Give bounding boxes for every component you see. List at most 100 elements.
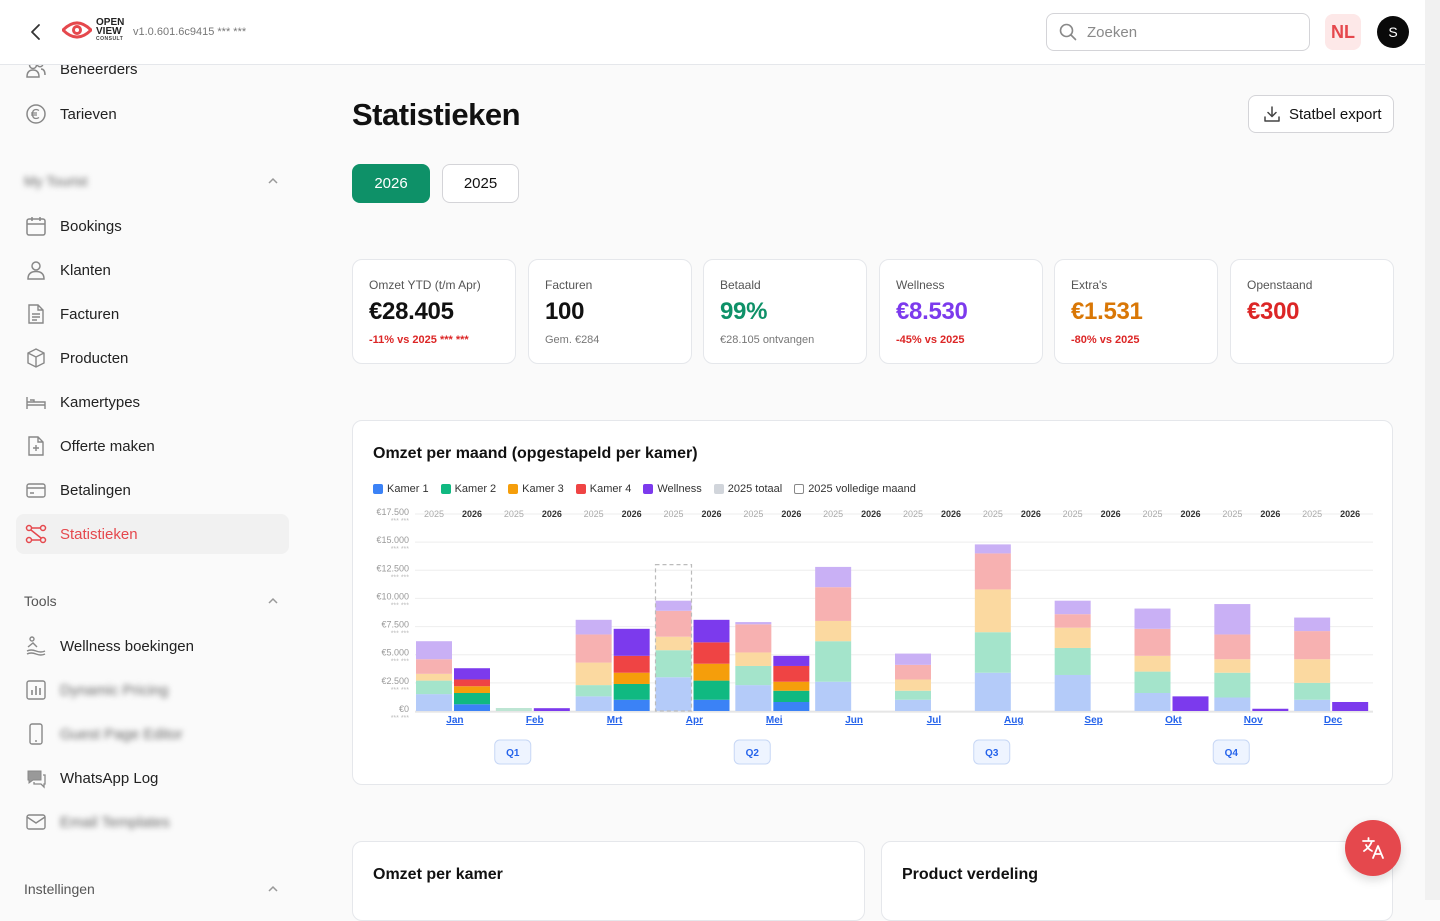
kpi-card: Openstaand €300: [1230, 259, 1394, 364]
bar-2025-segment: [655, 600, 692, 611]
language-selector[interactable]: NL: [1325, 14, 1361, 50]
month-label[interactable]: Sep: [1084, 715, 1102, 726]
year-tab-2025[interactable]: 2025: [442, 164, 519, 203]
month-label[interactable]: Jun: [845, 715, 863, 726]
legend-item[interactable]: Kamer 4: [575, 483, 631, 495]
bar-2025-segment: [1294, 659, 1331, 683]
back-button[interactable]: [24, 20, 46, 44]
bar-2026-segment: [773, 665, 810, 682]
revenue-chart-card: Omzet per maand (opgestapeld per kamer) …: [352, 420, 1393, 785]
bar-2025-segment: [1214, 672, 1251, 698]
chevron-up-icon: [268, 177, 278, 184]
month-label[interactable]: Dec: [1324, 715, 1343, 726]
bar-2026-segment: [1332, 701, 1369, 711]
euro-icon: [24, 102, 48, 126]
year-label-2025: 2025: [903, 509, 923, 519]
bar-2025-segment: [815, 681, 852, 711]
month-label[interactable]: Okt: [1165, 715, 1182, 726]
legend-item[interactable]: Wellness: [643, 483, 702, 495]
section-header-instellingen[interactable]: Instellingen: [24, 881, 280, 897]
month-label[interactable]: Nov: [1244, 715, 1263, 726]
bar-2026-segment: [773, 655, 810, 666]
sidebar-item-dynamic-pricing[interactable]: Dynamic Pricing: [16, 670, 289, 710]
kpi-label: Betaald: [720, 278, 761, 292]
product-distribution-card: Product verdeling: [881, 841, 1393, 921]
section-header-my-tourist[interactable]: My Tourist: [24, 173, 280, 189]
quarter-button[interactable]: [733, 739, 771, 765]
year-label-2026: 2026: [1340, 509, 1360, 519]
month-label[interactable]: Apr: [686, 715, 703, 726]
kpi-value: €300: [1247, 298, 1300, 325]
bar-2025-segment: [416, 641, 452, 660]
y-tick-suffix: *** ***: [391, 518, 410, 525]
bar-2025-segment: [974, 553, 1011, 590]
sidebar-item-facturen[interactable]: Facturen: [16, 294, 289, 334]
avatar[interactable]: S: [1377, 16, 1409, 48]
bed-icon: [24, 390, 48, 414]
legend-swatch: [643, 484, 654, 494]
legend-swatch: [575, 484, 586, 494]
month-label[interactable]: Jan: [446, 715, 463, 726]
sidebar-item-label: Email Templates: [60, 813, 170, 831]
sidebar-item-offerte-maken[interactable]: Offerte maken: [16, 426, 289, 466]
quarter-button[interactable]: [1212, 739, 1250, 765]
sidebar-item-label: Statistieken: [60, 525, 138, 543]
kpi-label: Openstaand: [1247, 278, 1313, 292]
month-label[interactable]: Jul: [927, 715, 942, 726]
bar-2025-segment: [1054, 674, 1091, 711]
chevron-up-icon: [268, 885, 278, 892]
logo[interactable]: OPEN VIEW CONSULT: [62, 18, 124, 42]
bar-2025-segment: [974, 544, 1011, 554]
bar-2025-segment: [655, 677, 692, 711]
year-label-2025: 2025: [1142, 509, 1162, 519]
sidebar-item-guest-page-editor[interactable]: Guest Page Editor: [16, 714, 289, 754]
quarter-button[interactable]: [973, 739, 1011, 765]
network-icon: [24, 522, 48, 546]
sidebar-item-whatsapp-log[interactable]: WhatsApp Log: [16, 758, 289, 798]
bar-2025-segment: [1214, 604, 1251, 635]
kpi-sub: -45% vs 2025: [896, 334, 965, 346]
bar-2026-segment: [773, 690, 810, 702]
month-label[interactable]: Aug: [1004, 715, 1023, 726]
legend-item[interactable]: Kamer 1: [373, 483, 429, 495]
legend-label: Kamer 3: [522, 483, 564, 495]
bar-2025-segment: [895, 653, 931, 665]
sidebar-item-tarieven[interactable]: Tarieven: [16, 94, 289, 134]
search-input[interactable]: [1087, 23, 1287, 41]
sidebar-item-beheerders[interactable]: Beheerders: [16, 65, 289, 89]
search-box[interactable]: [1046, 13, 1310, 51]
sidebar-item-kamertypes[interactable]: Kamertypes: [16, 382, 289, 422]
sidebar-item-wellness-boekingen[interactable]: Wellness boekingen: [16, 626, 289, 666]
bar-2026-segment: [693, 680, 730, 700]
section-header-tools[interactable]: Tools: [24, 593, 280, 609]
legend-item[interactable]: Kamer 2: [440, 483, 496, 495]
y-tick-suffix: *** ***: [391, 602, 410, 609]
sidebar-item-betalingen[interactable]: Betalingen: [16, 470, 289, 510]
logo-text-1: OPEN: [96, 17, 125, 28]
legend-item[interactable]: 2025 totaal: [713, 483, 782, 495]
year-label-2025: 2025: [983, 509, 1003, 519]
sidebar-item-klanten[interactable]: Klanten: [16, 250, 289, 290]
month-label[interactable]: Mrt: [607, 715, 623, 726]
bar-2026-segment: [454, 668, 490, 680]
bar-2025-segment: [655, 650, 692, 678]
month-label[interactable]: Mei: [766, 715, 783, 726]
bar-2025-segment: [1294, 617, 1331, 632]
month-label[interactable]: Feb: [526, 715, 544, 726]
year-tab-2026[interactable]: 2026: [352, 164, 430, 203]
bar-2026-segment: [454, 679, 490, 687]
bar-2025-segment: [1214, 659, 1251, 673]
translate-button[interactable]: [1345, 820, 1401, 876]
page-scrollbar[interactable]: [1425, 0, 1440, 900]
sidebar-item-email-templates[interactable]: Email Templates: [16, 802, 289, 842]
legend-item[interactable]: 2025 volledige maand: [794, 483, 916, 495]
sidebar-item-bookings[interactable]: Bookings: [16, 206, 289, 246]
sidebar-item-statistieken[interactable]: Statistieken: [16, 514, 289, 554]
bar-2025-segment: [815, 620, 852, 642]
sidebar-item-label: Kamertypes: [60, 393, 141, 411]
legend-item[interactable]: Kamer 3: [508, 483, 564, 495]
quarter-button[interactable]: [494, 739, 532, 765]
sidebar-item-producten[interactable]: Producten: [16, 338, 289, 378]
year-label-2025: 2025: [1222, 509, 1242, 519]
statbel-export-button[interactable]: Statbel export: [1248, 95, 1394, 133]
